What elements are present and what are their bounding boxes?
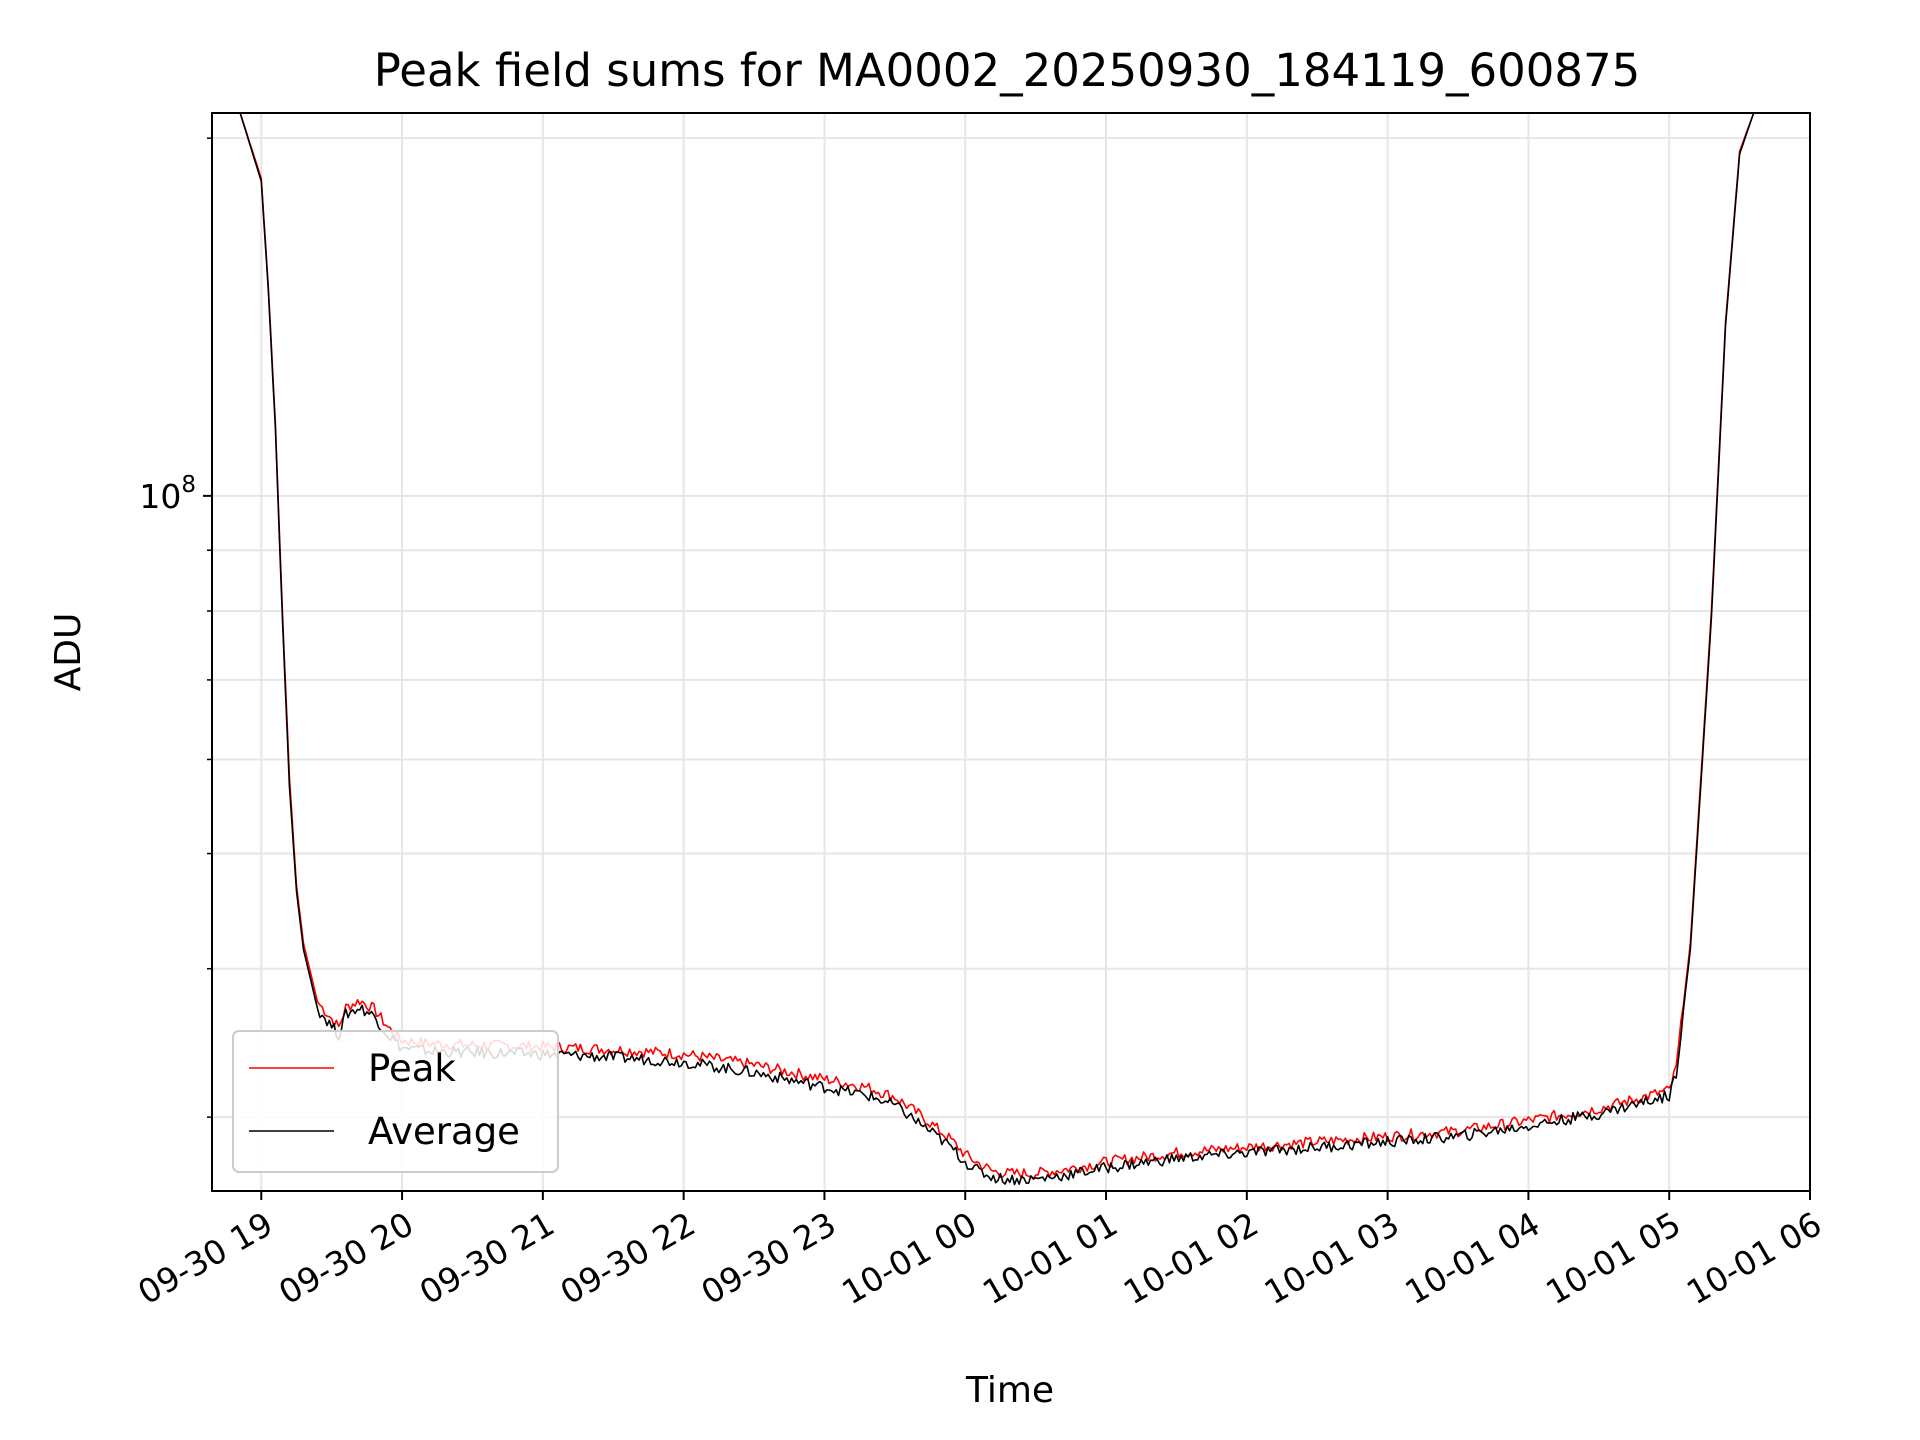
y-tick-label: 108: [139, 472, 196, 516]
y-axis-ticks: 108: [139, 137, 212, 1118]
chart-title: Peak field sums for MA0002_20250930_1841…: [374, 44, 1641, 97]
x-tick-label: 10-01 04: [1398, 1204, 1546, 1312]
legend-average-label: Average: [368, 1110, 520, 1153]
x-tick-label: 09-30 20: [272, 1204, 420, 1312]
x-tick-label: 09-30 23: [694, 1204, 842, 1312]
plot-frame: [211, 112, 1811, 1192]
y-axis-label: ADU: [48, 613, 89, 692]
x-tick-label: 10-01 03: [1258, 1204, 1406, 1312]
x-tick-label: 10-01 00: [835, 1204, 983, 1312]
x-tick-label: 10-01 02: [1117, 1204, 1265, 1312]
legend: Peak Average: [232, 1030, 559, 1173]
x-tick-label: 10-01 06: [1680, 1204, 1828, 1312]
plot-area: [212, 113, 1810, 1191]
x-tick-label: 09-30 21: [413, 1204, 561, 1312]
x-tick-label: 10-01 01: [976, 1204, 1124, 1312]
legend-peak-label: Peak: [368, 1047, 456, 1090]
x-tick-label: 10-01 05: [1539, 1204, 1687, 1312]
x-axis-label: Time: [965, 1370, 1054, 1411]
x-tick-label: 09-30 19: [131, 1204, 279, 1312]
x-tick-label: 09-30 22: [554, 1204, 702, 1312]
legend-box: [232, 1030, 559, 1173]
